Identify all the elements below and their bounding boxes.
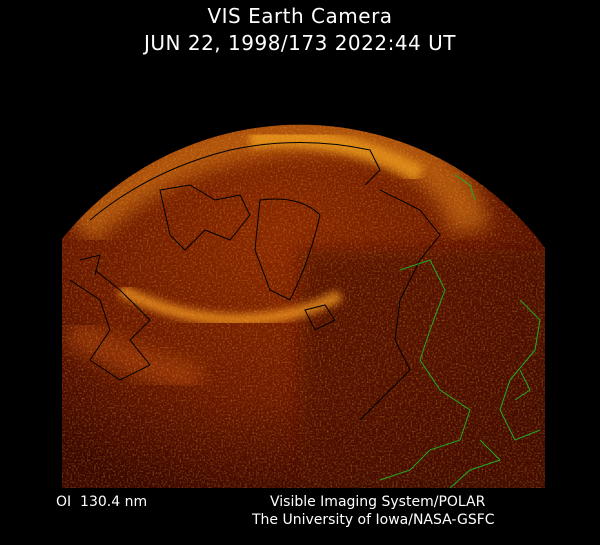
coastline-nightside (379, 174, 541, 489)
wavelength-label: OI 130.4 nm (56, 494, 148, 510)
coastline-dayside (69, 142, 441, 421)
image-timestamp: JUN 22, 1998/173 2022:44 UT (144, 31, 456, 55)
instrument-label: Visible Imaging System/POLAR (270, 494, 486, 510)
image-title: VIS Earth Camera (207, 4, 393, 28)
institution-label: The University of Iowa/NASA-GSFC (252, 512, 495, 528)
